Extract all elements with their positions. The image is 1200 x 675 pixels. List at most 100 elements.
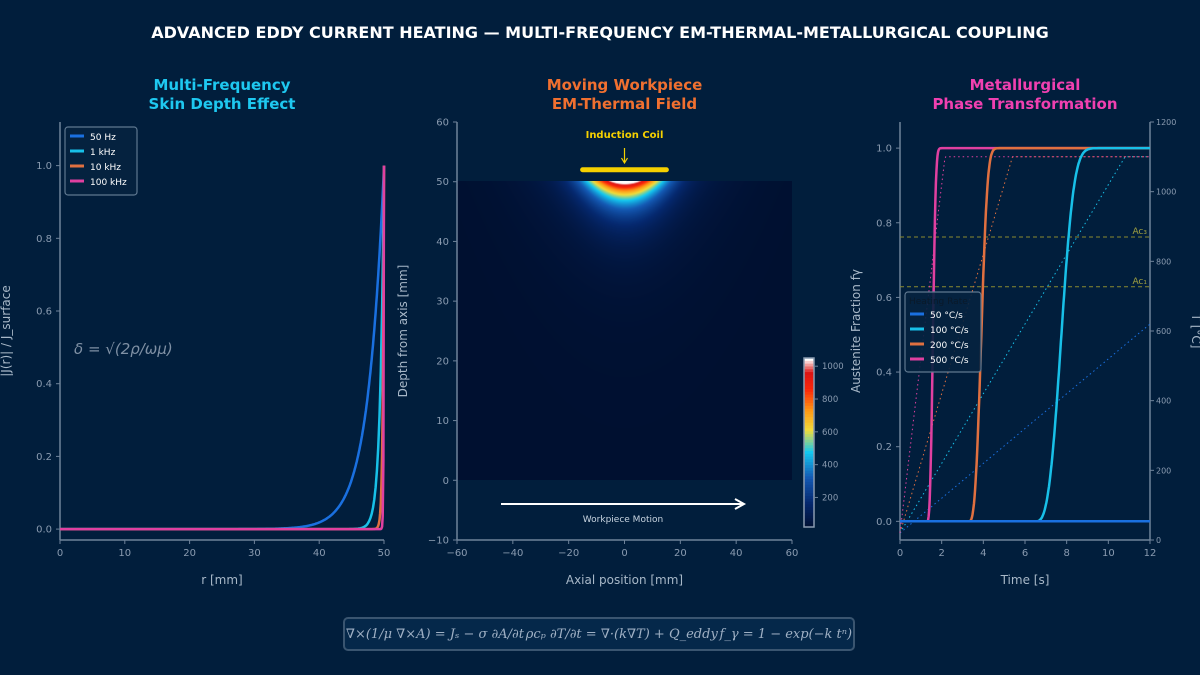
coil-label: Induction Coil — [586, 130, 664, 141]
colorbar-segment — [804, 450, 814, 455]
y-tick-label: 0.4 — [36, 379, 52, 390]
jmak-equation: f_γ = 1 − exp(−k tⁿ) — [719, 626, 853, 642]
colorbar-segment — [804, 507, 814, 511]
legend-label: 50 °C/s — [930, 311, 963, 321]
y-tick-label: 0.2 — [876, 442, 892, 453]
temperature-line — [899, 323, 1151, 534]
y-tick-label: 0.8 — [876, 218, 892, 229]
colorbar-segment — [804, 518, 814, 522]
y-tick-label: 1.0 — [36, 161, 52, 172]
x-axis-label: Axial position [mm] — [566, 573, 683, 587]
y-tick-label: 0.0 — [36, 525, 52, 536]
y-tick-label: 0.6 — [876, 293, 892, 304]
legend-label: 10 kHz — [90, 163, 121, 173]
chart-title-line1: Multi-Frequency — [153, 76, 290, 94]
colorbar-segment — [804, 366, 814, 370]
x-tick-label: 20 — [674, 548, 687, 559]
legend-label: 1 kHz — [90, 148, 116, 158]
colorbar-segment — [804, 363, 814, 367]
colorbar-segment — [804, 436, 814, 441]
x-tick-label: 8 — [1063, 548, 1069, 559]
colorbar-segment — [804, 521, 814, 525]
temperature-line — [899, 156, 1150, 534]
colorbar-segment — [804, 360, 814, 365]
colorbar-segment — [804, 448, 814, 452]
chart-title-line2: Skin Depth Effect — [149, 95, 296, 113]
chart-title-line2: EM-Thermal Field — [552, 95, 697, 113]
colorbar-segment — [804, 377, 814, 382]
colorbar-tick-label: 1000 — [822, 362, 844, 372]
x-tick-label: 30 — [248, 548, 261, 559]
y-tick-label: 60 — [436, 118, 449, 129]
colorbar-tick-label: 600 — [822, 428, 838, 438]
colorbar-segment — [804, 414, 814, 418]
colorbar-tick-label: 800 — [822, 395, 838, 405]
y-tick-label: 50 — [436, 177, 449, 188]
x-tick-label: −40 — [502, 548, 523, 559]
colorbar-frame — [803, 357, 815, 528]
colorbar-tick-label: 200 — [822, 493, 838, 503]
y-axis-label: Depth from axis [mm] — [396, 265, 410, 398]
right-y-tick-label: 400 — [1156, 397, 1171, 406]
y-tick-label: 0.0 — [876, 517, 892, 528]
colorbar-segment — [804, 408, 814, 413]
reference-label: Ac₁ — [1132, 277, 1147, 287]
colorbar-segment — [804, 419, 814, 424]
x-tick-label: 20 — [183, 548, 196, 559]
figure-title: ADVANCED EDDY CURRENT HEATING — MULTI-FR… — [151, 23, 1048, 42]
colorbar-segment — [804, 524, 814, 528]
colorbar-segment — [804, 439, 814, 443]
y-axis-label: Austenite Fraction fγ — [849, 269, 863, 393]
legend-label: 200 °C/s — [930, 341, 969, 351]
right-y-tick-label: 200 — [1156, 466, 1171, 475]
chart-title-line1: Metallurgical — [970, 76, 1081, 94]
x-tick-label: 10 — [1102, 548, 1115, 559]
series-line-100khz — [60, 165, 386, 531]
coil-arrow-icon — [620, 148, 629, 165]
colorbar-segment — [804, 453, 814, 458]
colorbar-segment — [804, 465, 814, 469]
x-tick-label: 10 — [118, 548, 131, 559]
y-tick-label: 1.0 — [876, 144, 892, 155]
colorbar-segment — [804, 383, 814, 387]
x-tick-label: 6 — [1022, 548, 1028, 559]
colorbar-segment — [804, 515, 814, 520]
x-tick-label: 2 — [938, 548, 944, 559]
right-y-axis-label: T [°C] — [1189, 313, 1200, 349]
colorbar-segment — [804, 481, 814, 486]
x-axis-label: Time [s] — [1000, 573, 1050, 587]
x-tick-label: 12 — [1144, 548, 1157, 559]
colorbar-segment — [804, 403, 814, 407]
legend-label: 50 Hz — [90, 133, 116, 143]
right-y-tick-label: 1200 — [1156, 118, 1176, 127]
colorbar-segment — [804, 496, 814, 500]
colorbar-segment — [804, 473, 814, 477]
x-tick-label: −60 — [446, 548, 467, 559]
y-tick-label: 40 — [436, 237, 449, 248]
colorbar-segment — [804, 428, 814, 432]
x-tick-label: 40 — [313, 548, 326, 559]
colorbar-segment — [804, 467, 814, 472]
x-tick-label: 0 — [621, 548, 627, 559]
colorbar-segment — [804, 417, 814, 421]
colorbar-segment — [804, 374, 814, 379]
reference-label: Ac₃ — [1132, 227, 1147, 237]
legend-box — [64, 126, 138, 196]
colorbar-segment — [804, 391, 814, 396]
colorbar-segment — [804, 434, 814, 438]
colorbar-segment — [804, 479, 814, 483]
right-y-tick-label: 0 — [1156, 536, 1161, 545]
legend-label: 500 °C/s — [930, 356, 969, 366]
legend-label: 100 °C/s — [930, 326, 969, 336]
temperature-heatmap — [457, 181, 792, 480]
colorbar-segment — [804, 400, 814, 404]
y-tick-label: 20 — [436, 356, 449, 367]
colorbar-segment — [804, 484, 814, 489]
colorbar-segment — [804, 501, 814, 505]
equations-box: ∇×(1/μ ∇×A) = Jₛ − σ ∂A/∂t ρcₚ ∂T/∂t = ∇… — [343, 617, 855, 651]
x-tick-label: 0 — [897, 548, 903, 559]
maxwell-equation: ∇×(1/μ ∇×A) = Jₛ − σ ∂A/∂t — [345, 626, 524, 642]
colorbar-segment — [804, 380, 814, 384]
right-y-tick-label: 600 — [1156, 327, 1171, 336]
colorbar-segment — [804, 411, 814, 415]
